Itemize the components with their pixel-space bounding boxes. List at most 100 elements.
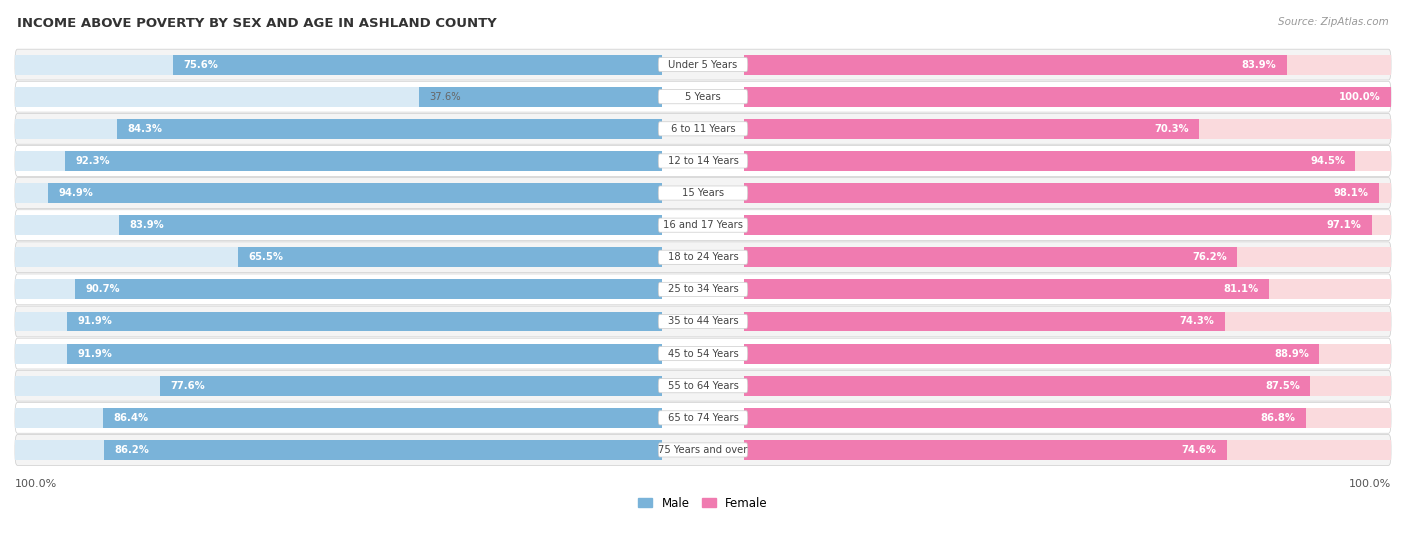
- Bar: [744, 183, 1379, 203]
- Bar: [744, 87, 1391, 107]
- Bar: [15, 440, 662, 460]
- Bar: [744, 247, 1391, 267]
- Bar: [419, 87, 662, 107]
- Text: 86.8%: 86.8%: [1260, 413, 1295, 423]
- FancyBboxPatch shape: [658, 443, 748, 457]
- Text: 98.1%: 98.1%: [1333, 188, 1368, 198]
- Text: 55 to 64 Years: 55 to 64 Years: [668, 381, 738, 391]
- Text: 65 to 74 Years: 65 to 74 Years: [668, 413, 738, 423]
- Text: 77.6%: 77.6%: [170, 381, 205, 391]
- Bar: [744, 376, 1391, 396]
- Text: Source: ZipAtlas.com: Source: ZipAtlas.com: [1278, 17, 1389, 27]
- Bar: [744, 247, 1237, 267]
- Text: 100.0%: 100.0%: [1339, 92, 1381, 102]
- Text: 86.2%: 86.2%: [115, 445, 149, 455]
- Bar: [744, 280, 1391, 299]
- Bar: [104, 440, 662, 460]
- Bar: [744, 119, 1199, 139]
- Bar: [15, 55, 662, 74]
- Bar: [744, 408, 1391, 428]
- Text: 37.6%: 37.6%: [429, 92, 461, 102]
- Bar: [744, 55, 1391, 74]
- Bar: [744, 311, 1391, 331]
- FancyBboxPatch shape: [15, 113, 1391, 144]
- Text: 25 to 34 Years: 25 to 34 Years: [668, 285, 738, 295]
- Bar: [15, 344, 662, 363]
- Bar: [744, 151, 1391, 171]
- Bar: [744, 311, 1225, 331]
- Text: 5 Years: 5 Years: [685, 92, 721, 102]
- Text: 92.3%: 92.3%: [75, 156, 110, 166]
- Text: 15 Years: 15 Years: [682, 188, 724, 198]
- FancyBboxPatch shape: [658, 186, 748, 200]
- FancyBboxPatch shape: [658, 378, 748, 393]
- Text: 75 Years and over: 75 Years and over: [658, 445, 748, 455]
- Bar: [744, 183, 1391, 203]
- Bar: [15, 376, 662, 396]
- Bar: [15, 311, 662, 331]
- Text: 91.9%: 91.9%: [77, 349, 112, 359]
- Bar: [744, 55, 1286, 74]
- Text: INCOME ABOVE POVERTY BY SEX AND AGE IN ASHLAND COUNTY: INCOME ABOVE POVERTY BY SEX AND AGE IN A…: [17, 17, 496, 30]
- Text: 94.5%: 94.5%: [1310, 156, 1346, 166]
- FancyBboxPatch shape: [15, 178, 1391, 209]
- Text: 16 and 17 Years: 16 and 17 Years: [664, 220, 742, 230]
- Bar: [65, 151, 662, 171]
- Text: 97.1%: 97.1%: [1327, 220, 1362, 230]
- Text: Under 5 Years: Under 5 Years: [668, 60, 738, 70]
- Bar: [15, 215, 662, 235]
- Legend: Male, Female: Male, Female: [634, 492, 772, 514]
- FancyBboxPatch shape: [15, 274, 1391, 305]
- Bar: [67, 311, 662, 331]
- FancyBboxPatch shape: [658, 89, 748, 104]
- Bar: [75, 280, 662, 299]
- Bar: [103, 408, 662, 428]
- Text: 86.4%: 86.4%: [114, 413, 149, 423]
- Bar: [744, 440, 1391, 460]
- Bar: [744, 215, 1372, 235]
- FancyBboxPatch shape: [15, 402, 1391, 433]
- Bar: [744, 344, 1391, 363]
- Bar: [120, 215, 662, 235]
- FancyBboxPatch shape: [658, 58, 748, 72]
- Bar: [744, 344, 1319, 363]
- Bar: [173, 55, 662, 74]
- FancyBboxPatch shape: [658, 314, 748, 329]
- Text: 45 to 54 Years: 45 to 54 Years: [668, 349, 738, 359]
- Bar: [67, 344, 662, 363]
- Text: 6 to 11 Years: 6 to 11 Years: [671, 124, 735, 134]
- Bar: [15, 87, 662, 107]
- Bar: [744, 376, 1310, 396]
- Bar: [15, 247, 662, 267]
- Text: 65.5%: 65.5%: [249, 252, 284, 262]
- Bar: [744, 151, 1355, 171]
- FancyBboxPatch shape: [658, 411, 748, 425]
- Text: 75.6%: 75.6%: [183, 60, 218, 70]
- Text: 83.9%: 83.9%: [1241, 60, 1277, 70]
- FancyBboxPatch shape: [658, 347, 748, 361]
- Bar: [15, 183, 662, 203]
- Text: 74.6%: 74.6%: [1181, 445, 1216, 455]
- Text: 35 to 44 Years: 35 to 44 Years: [668, 316, 738, 326]
- FancyBboxPatch shape: [658, 218, 748, 232]
- Bar: [238, 247, 662, 267]
- FancyBboxPatch shape: [658, 122, 748, 136]
- FancyBboxPatch shape: [658, 250, 748, 264]
- Text: 90.7%: 90.7%: [86, 285, 120, 295]
- FancyBboxPatch shape: [658, 154, 748, 168]
- Bar: [15, 408, 662, 428]
- Text: 83.9%: 83.9%: [129, 220, 165, 230]
- Text: 70.3%: 70.3%: [1154, 124, 1188, 134]
- Text: 81.1%: 81.1%: [1223, 285, 1258, 295]
- Text: 91.9%: 91.9%: [77, 316, 112, 326]
- Text: 76.2%: 76.2%: [1192, 252, 1226, 262]
- Bar: [744, 119, 1391, 139]
- FancyBboxPatch shape: [15, 81, 1391, 112]
- FancyBboxPatch shape: [15, 434, 1391, 465]
- FancyBboxPatch shape: [15, 210, 1391, 240]
- FancyBboxPatch shape: [15, 306, 1391, 337]
- Bar: [744, 440, 1226, 460]
- FancyBboxPatch shape: [15, 145, 1391, 176]
- FancyBboxPatch shape: [15, 49, 1391, 80]
- Text: 88.9%: 88.9%: [1274, 349, 1309, 359]
